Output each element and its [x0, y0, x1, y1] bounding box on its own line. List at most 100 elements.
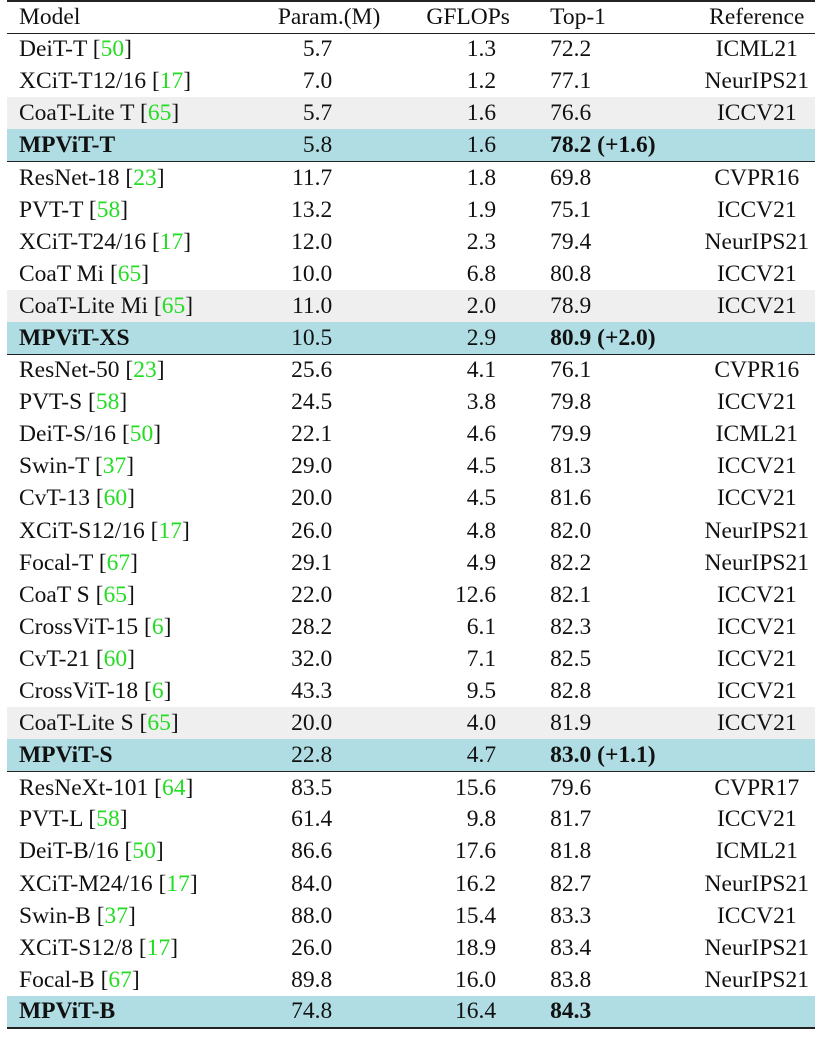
cell-gflops: 15.6 [455, 774, 497, 801]
citation-link[interactable]: 23 [133, 164, 157, 191]
cell-param: 11.0 [291, 292, 333, 319]
cell-param: 88.0 [291, 902, 333, 929]
citation-link[interactable]: 17 [159, 68, 184, 95]
citation-link[interactable]: 6 [151, 678, 164, 705]
cell-reference: ICCV21 [716, 260, 797, 287]
cell-model: ResNet-50 [23] [7, 354, 248, 386]
cell-model: MPViT-XS [7, 322, 248, 354]
cell-reference: ICCV21 [716, 678, 797, 705]
table-row: CoaT-Lite Mi [65] 11.0 2.0 78.9 ICCV21 [7, 289, 815, 322]
cell-gflops: 1.9 [466, 196, 497, 223]
citation-link[interactable]: 17 [146, 934, 171, 961]
citation-link[interactable]: 64 [161, 774, 186, 801]
cell-model: Focal-B [67] [7, 964, 248, 996]
cell-gflops: 1.3 [466, 36, 497, 63]
model-name: XCiT-T12/16 [19, 68, 147, 95]
cell-top1: 83.8 [550, 966, 592, 993]
model-name: DeiT-S/16 [19, 421, 117, 448]
citation-link[interactable]: 37 [102, 453, 127, 480]
cell-gflops: 18.9 [455, 934, 497, 961]
citation-link[interactable]: 67 [106, 549, 131, 576]
citation-link[interactable]: 17 [159, 228, 184, 255]
citation-link[interactable]: 60 [103, 485, 128, 512]
citation-link[interactable]: 50 [129, 421, 154, 448]
cell-param: 24.5 [291, 389, 333, 416]
citation: [67] [94, 966, 140, 993]
cell-param: 5.7 [302, 100, 333, 127]
citation-link[interactable]: 17 [166, 870, 190, 897]
cell-param: 28.2 [291, 613, 333, 640]
citation-link[interactable]: 65 [161, 292, 186, 319]
citation: [17] [152, 870, 198, 897]
cell-top1: 82.7 [550, 870, 592, 897]
cell-gflops: 1.8 [466, 164, 497, 191]
citation-link[interactable]: 65 [117, 260, 142, 287]
cell-top1: 81.7 [550, 806, 592, 833]
citation: [23] [119, 164, 165, 191]
cell-reference: ICCV21 [716, 100, 797, 127]
citation-link[interactable]: 50 [100, 36, 125, 63]
table-row: DeiT-T [50] 5.7 1.3 72.2 ICML21 [7, 33, 815, 65]
citation: [17] [133, 934, 179, 961]
model-name: ResNet-18 [19, 164, 120, 191]
row-group: ResNeXt-101 [64] 83.5 15.6 79.6 CVPR17 PVT-L … [7, 771, 815, 1028]
table-row: XCiT-S12/8 [17] 26.0 18.9 83.4 NeurIPS21 [7, 932, 815, 964]
cell-top1: 84.3 [550, 998, 592, 1025]
cell-param: 20.0 [291, 710, 333, 737]
cell-reference: ICCV21 [716, 292, 797, 319]
citation-link[interactable]: 65 [147, 710, 171, 737]
cell-reference: ICML21 [715, 36, 798, 63]
header-top1: Top-1 [550, 4, 606, 31]
table-row: CoaT Mi [65] 10.0 6.8 80.8 ICCV21 [7, 258, 815, 290]
cell-model: ResNet-18 [23] [7, 161, 248, 193]
citation-link[interactable]: 17 [158, 517, 183, 544]
header-model: Model [19, 4, 81, 31]
model-name: XCiT-M24/16 [19, 870, 153, 897]
table-row: CrossViT-18 [6] 43.3 9.5 82.8 ICCV21 [7, 675, 815, 707]
cell-top1: 81.8 [550, 838, 592, 865]
cell-param: 5.8 [302, 132, 333, 159]
cell-model: DeiT-S/16 [50] [7, 418, 248, 450]
citation-link[interactable]: 6 [151, 613, 164, 640]
citation-link[interactable]: 58 [95, 389, 120, 416]
cell-gflops: 17.6 [455, 838, 497, 865]
citation: [17] [144, 517, 190, 544]
model-name: Focal-T [19, 549, 93, 576]
citation-link[interactable]: 37 [104, 902, 129, 929]
citation-link[interactable]: 65 [103, 581, 127, 608]
citation-link[interactable]: 58 [96, 806, 120, 833]
table-row: PVT-T [58] 13.2 1.9 75.1 ICCV21 [7, 194, 815, 226]
cell-reference: ICCV21 [716, 485, 797, 512]
citation-link[interactable]: 67 [108, 966, 132, 993]
cell-top1: 82.5 [550, 645, 592, 672]
cell-gflops: 4.7 [466, 741, 497, 768]
cell-top1: 81.9 [550, 710, 592, 737]
cell-top1: 76.6 [550, 100, 592, 127]
cell-top1: 83.0 (+1.1) [550, 741, 656, 768]
cell-model: CoaT-Lite T [65] [7, 97, 248, 129]
cell-param: 29.0 [291, 453, 333, 480]
citation: [65] [134, 100, 180, 127]
cell-top1: 83.4 [550, 934, 592, 961]
cell-top1: 81.6 [550, 485, 592, 512]
citation-link[interactable]: 50 [132, 838, 156, 865]
cell-model: MPViT-B [7, 996, 248, 1028]
citation-link[interactable]: 58 [96, 196, 121, 223]
table-row: ResNet-18 [23] 11.7 1.8 69.8 CVPR16 [7, 161, 815, 193]
cell-gflops: 3.8 [466, 389, 497, 416]
cell-reference: ICCV21 [716, 806, 797, 833]
citation-link[interactable]: 60 [103, 645, 128, 672]
model-name: CoaT-Lite S [19, 710, 134, 737]
cell-top1: 75.1 [550, 196, 592, 223]
citation-link[interactable]: 23 [133, 357, 157, 384]
cell-model: DeiT-B/16 [50] [7, 835, 248, 867]
table-row-highlighted: MPViT-XS 10.5 2.9 80.9 (+2.0) [7, 321, 815, 355]
model-name: XCiT-S12/16 [19, 517, 145, 544]
cell-top1: 72.2 [550, 36, 592, 63]
cell-top1: 83.3 [550, 902, 592, 929]
table-row: DeiT-S/16 [50] 22.1 4.6 79.9 ICML21 [7, 418, 815, 450]
model-name: CoaT Mi [19, 260, 105, 287]
citation-link[interactable]: 65 [147, 100, 172, 127]
model-name: PVT-L [19, 806, 83, 833]
model-name: CoaT-Lite T [19, 100, 135, 127]
